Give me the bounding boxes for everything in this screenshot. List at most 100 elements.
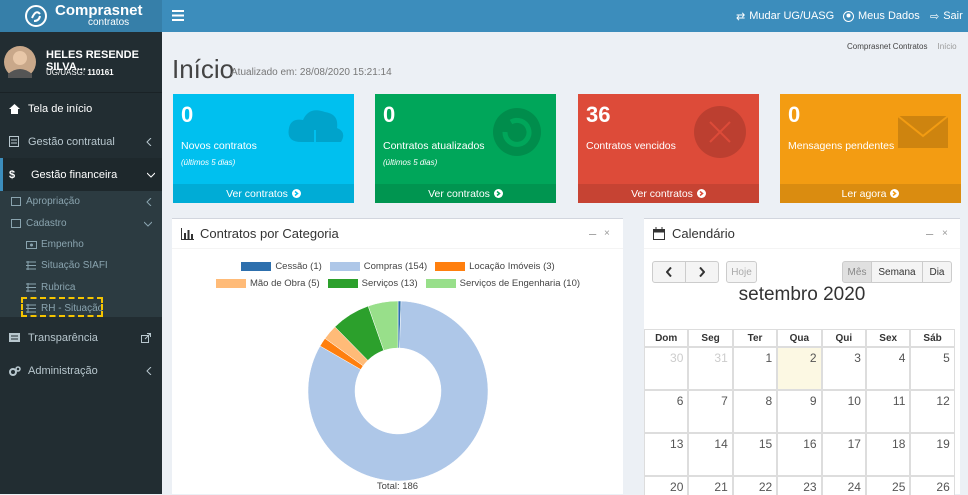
avatar xyxy=(4,46,36,78)
legend-swatch xyxy=(215,279,246,288)
card-value: 36 xyxy=(586,102,611,127)
day-cell[interactable]: 20 xyxy=(644,476,689,495)
chart-title: Contratos por Categoria xyxy=(200,226,339,241)
panel-header: Contratos por Categoria – × xyxy=(172,219,623,249)
day-cell[interactable]: 11 xyxy=(866,390,911,433)
menu-toggle[interactable] xyxy=(172,10,184,21)
month-title: setembro 2020 xyxy=(738,284,866,305)
day-cell[interactable]: 19 xyxy=(910,433,955,476)
card-footer[interactable]: Ver contratos xyxy=(375,184,556,203)
day-cell[interactable]: 3 xyxy=(821,347,866,390)
menu-item-active[interactable]: $ Gestão financeira xyxy=(0,158,162,191)
day-cell[interactable]: 12 xyxy=(910,390,955,433)
card-label: Contratos atualizados xyxy=(383,140,485,152)
panel-header: Calendário – × xyxy=(644,219,960,249)
day-cell[interactable]: 25 xyxy=(866,476,911,495)
legend: Cessão (1) Compras (154) Locação Imóveis (… xyxy=(188,261,608,289)
logo[interactable]: Comprasnet contratos xyxy=(0,0,162,32)
submenu-item[interactable]: Rubrica xyxy=(0,277,162,298)
highlight-box xyxy=(21,297,103,317)
day-cell[interactable]: 22 xyxy=(732,476,778,495)
menu-label: Gestão contratual xyxy=(28,135,115,148)
card-footer[interactable]: Ver contratos xyxy=(578,184,759,203)
day-cell[interactable]: 15 xyxy=(732,433,778,476)
link-text: Meus Dados xyxy=(858,10,920,22)
submenu-item[interactable]: Situação SIAFI xyxy=(0,255,162,276)
day-cell[interactable]: 1 xyxy=(732,347,778,390)
day-cell[interactable]: 8 xyxy=(732,390,778,433)
day-cell[interactable]: 23 xyxy=(777,476,822,495)
card-icon xyxy=(897,115,949,148)
day-cell[interactable]: 4 xyxy=(866,347,911,390)
card-note: (últimos 5 dias) xyxy=(383,158,438,167)
arrow-icon xyxy=(493,189,503,198)
submenu-item[interactable]: RH - Situação xyxy=(0,298,162,319)
prev-button[interactable] xyxy=(652,261,686,283)
legend-item: Cessão (1) xyxy=(241,261,322,272)
view-button[interactable]: Semana xyxy=(871,261,923,283)
weekday-header: Qui xyxy=(821,329,866,347)
day-cell[interactable]: 18 xyxy=(866,433,911,476)
weekday-header: Sex xyxy=(866,329,911,347)
stat-card: 0 Mensagens pendentes Ler agora xyxy=(780,94,961,203)
stat-card: 0 Contratos atualizados (últimos 5 dias) Ve… xyxy=(375,94,556,203)
ug-code: 110161 xyxy=(87,68,114,77)
day-cell[interactable]: 10 xyxy=(821,390,866,433)
legend-label: Cessão (1) xyxy=(275,261,322,272)
day-cell[interactable]: 24 xyxy=(821,476,866,495)
calendar-title: Calendário xyxy=(672,226,735,241)
menu-item[interactable]: Administração xyxy=(0,354,162,387)
submenu-label: Rubrica xyxy=(41,282,76,293)
day-cell[interactable]: 16 xyxy=(777,433,822,476)
nav-link[interactable]: Meus Dados xyxy=(843,0,920,32)
menu-label: Gestão financeira xyxy=(31,168,118,181)
view-button[interactable]: Mês xyxy=(842,261,872,283)
today-button[interactable]: Hoje xyxy=(726,261,757,283)
chart-panel: Contratos por Categoria – × Cessão (1) Comp… xyxy=(172,218,623,494)
submenu-label: Cadastro xyxy=(26,218,67,229)
legend-swatch xyxy=(241,262,272,271)
donut-chart xyxy=(307,300,489,482)
link-text: Sair xyxy=(943,10,963,22)
day-cell[interactable]: 14 xyxy=(688,433,733,476)
day-cell[interactable]: 2 xyxy=(777,347,822,390)
day-cell[interactable]: 5 xyxy=(910,347,955,390)
day-cell[interactable]: 7 xyxy=(688,390,733,433)
card-footer[interactable]: Ler agora xyxy=(780,184,961,203)
user-name: HELES RESENDE SILVA... xyxy=(46,49,139,73)
calendar-grid: Dom Seg Ter Qua Qui Sex Sáb 30 31 1 2 3 4 5 6 7 8 9 10 11 12… xyxy=(644,329,960,495)
day-cell[interactable]: 9 xyxy=(777,390,822,433)
day-cell[interactable]: 17 xyxy=(821,433,866,476)
menu-item[interactable]: Gestão contratual xyxy=(0,125,162,158)
day-cell[interactable]: 13 xyxy=(644,433,689,476)
day-cell[interactable]: 6 xyxy=(644,390,689,433)
card-value: 0 xyxy=(788,102,801,127)
submenu-item[interactable]: Empenho xyxy=(0,234,162,255)
logo-title: Comprasnet xyxy=(55,2,143,19)
nav-link[interactable]: ⇄ Mudar UG/UASG xyxy=(736,10,835,23)
day-cell[interactable]: 30 xyxy=(644,347,689,390)
breadcrumb: Comprasnet Contratos Início xyxy=(847,42,957,51)
submenu-item[interactable]: Apropriação xyxy=(0,191,162,212)
menu-item[interactable]: Tela de início xyxy=(0,92,162,125)
legend-item: Compras (154) xyxy=(329,261,428,272)
legend-item: Serviços (13) xyxy=(327,278,418,289)
arrow-icon xyxy=(890,189,900,198)
nav-link[interactable]: ⇨ Sair xyxy=(930,10,963,23)
day-cell[interactable]: 31 xyxy=(688,347,733,390)
menu-label: Transparência xyxy=(28,331,98,344)
submenu-label: Apropriação xyxy=(26,196,80,207)
breadcrumb-item[interactable]: Comprasnet Contratos xyxy=(847,42,928,51)
card-footer[interactable]: Ver contratos xyxy=(173,184,354,203)
day-cell[interactable]: 26 xyxy=(910,476,955,495)
donut-slice xyxy=(367,300,399,351)
weekday-header: Ter xyxy=(732,329,778,347)
day-cell[interactable]: 21 xyxy=(688,476,733,495)
next-button[interactable] xyxy=(685,261,719,283)
view-button[interactable]: Dia xyxy=(922,261,952,283)
legend-label: Compras (154) xyxy=(363,261,428,272)
submenu-item[interactable]: Cadastro xyxy=(0,213,162,234)
menu-item[interactable]: Transparência xyxy=(0,321,162,354)
sidebar: HELES RESENDE SILVA... UG/UASG: 110161 T… xyxy=(0,32,162,494)
